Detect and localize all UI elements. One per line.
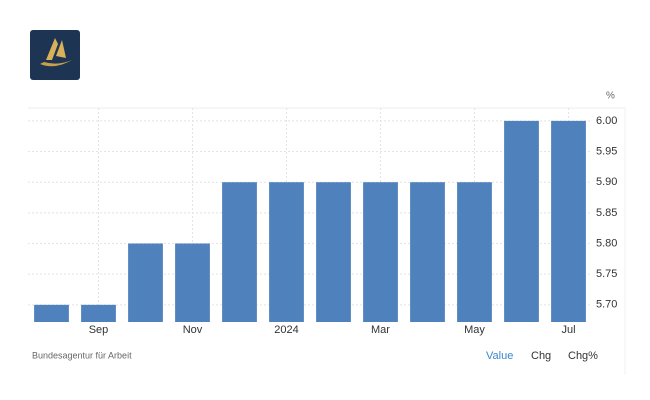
logo-sail [46,38,66,60]
unit-label: % [606,91,615,102]
x-tick-label: May [464,324,485,336]
bar [410,182,445,322]
bar [457,182,492,322]
x-tick-label: Mar [371,324,390,336]
bar [128,243,163,322]
logo [30,30,80,80]
y-tick-label: 6.00 [596,115,617,127]
x-tick-label: Sep [89,324,109,336]
bar [269,182,304,322]
bar [316,182,351,322]
bar [504,120,539,322]
bar [222,182,257,322]
bar [363,182,398,322]
bar [81,304,116,322]
button[interactable]: Chg% [568,350,598,362]
button[interactable]: Value [486,350,513,362]
y-tick-label: 5.85 [596,207,617,219]
button[interactable]: Chg [531,350,551,362]
bar [34,304,69,322]
bar [551,120,586,322]
y-tick-label: 5.80 [596,237,617,249]
logo-wave [40,60,72,67]
x-tick-label: 2024 [274,324,298,336]
y-tick-label: 5.90 [596,176,617,188]
y-tick-label: 5.95 [596,145,617,157]
x-tick-label: Nov [183,324,203,336]
y-tick-label: 5.70 [596,299,617,311]
bar [175,243,210,322]
source: Bundesagentur für Arbeit [32,350,132,360]
x-tick-label: Jul [561,324,575,336]
y-tick-label: 5.75 [596,268,617,280]
logo-box [30,30,80,80]
